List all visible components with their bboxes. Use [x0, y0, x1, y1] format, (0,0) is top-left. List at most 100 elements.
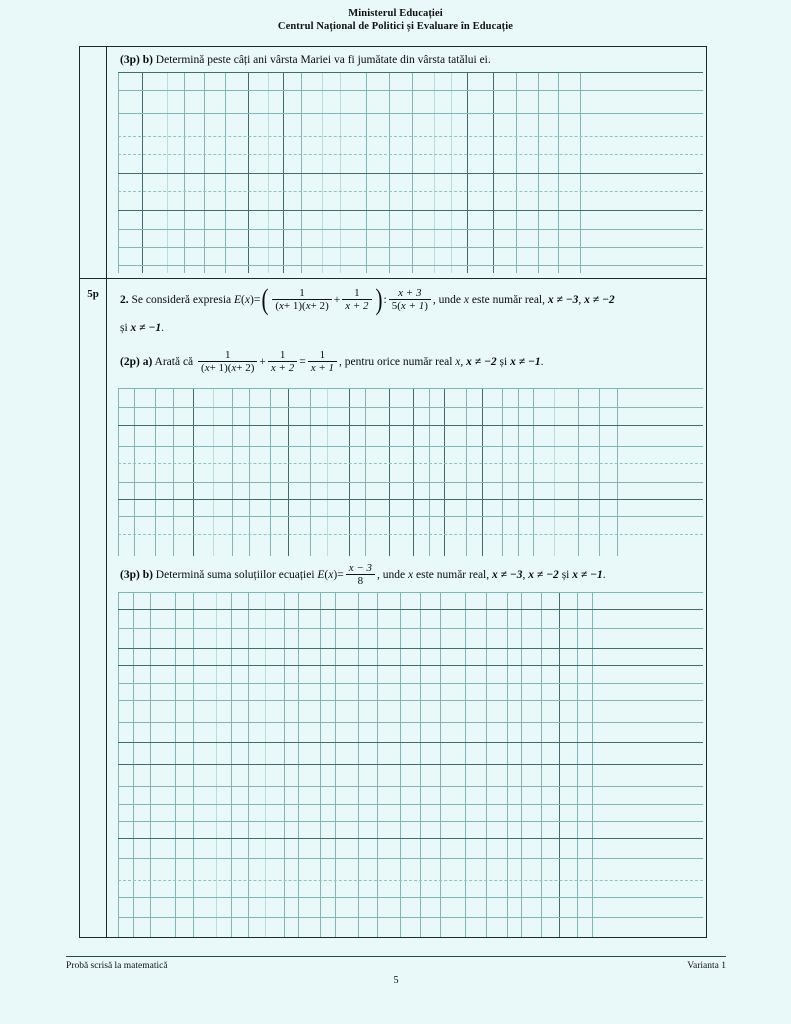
q2-frac3-den: 5(x + 1): [388, 299, 431, 312]
grid-line-horizontal: [118, 247, 703, 248]
grid-line-horizontal: [118, 499, 703, 500]
grid-line-vertical: [366, 72, 367, 273]
grid-line-vertical: [518, 388, 519, 556]
grid-line-vertical: [413, 388, 414, 556]
grid-line-vertical: [533, 388, 534, 556]
grid-line-horizontal: [118, 628, 703, 629]
q1b-points: (3p): [120, 54, 140, 66]
grid-line-horizontal: [118, 804, 703, 805]
q2-fraction-1: 1 (x+ 1)(x+ 2): [272, 287, 332, 312]
q2a-tail: , pentru orice număr real: [339, 356, 453, 369]
q2b-points: (3p): [120, 569, 140, 582]
q2-number: 2.: [120, 294, 129, 307]
q2b-letter: b): [142, 569, 153, 582]
grid-line-vertical: [412, 72, 413, 273]
q2a-points: (2p): [120, 356, 140, 369]
grid-line-vertical: [270, 388, 271, 556]
q2b-lead: Determină suma soluțiilor ecuației: [155, 569, 315, 582]
q2-cond-3: x ≠ −1: [130, 322, 162, 334]
grid-line-vertical: [288, 388, 289, 556]
points-column: 5p: [80, 47, 107, 937]
question-2-stem-line2: și x ≠ −1.: [120, 320, 164, 336]
grid-line-vertical: [310, 388, 311, 556]
header-line-center: Centrul Național de Politici și Evaluare…: [277, 20, 514, 32]
grid-line-horizontal: [118, 113, 703, 114]
grid-line-vertical: [142, 72, 143, 273]
header-line-ministry: Ministerul Educației: [348, 8, 443, 19]
grid-line-horizontal: [118, 265, 703, 266]
grid-line-vertical: [451, 72, 452, 273]
grid-line-horizontal: [118, 897, 703, 898]
q2b-tail2: este număr real,: [416, 569, 490, 582]
q2b-expr-var: x: [328, 569, 334, 582]
q2-cond-2: x ≠ −2: [584, 294, 615, 307]
grid-line-horizontal: [118, 764, 703, 765]
q2a-frac1-den: (x+ 1)(x+ 2): [198, 361, 258, 374]
grid-line-vertical: [493, 72, 494, 273]
q2a-tail-var: x: [455, 356, 461, 369]
question-2a-text: (2p) a) Arată că 1 (x+ 1)(x+ 2) +1 x + 2 = 1 x…: [120, 349, 544, 374]
q2a-lead: Arată că: [154, 356, 194, 369]
close-paren-icon: ): [375, 282, 383, 316]
grid-line-horizontal: [118, 683, 703, 684]
grid-line-horizontal: [118, 407, 703, 408]
q2-cond-1: x ≠ −3: [547, 294, 579, 307]
grid-line-vertical: [155, 388, 156, 556]
grid-line-horizontal: [118, 210, 703, 211]
grid-line-horizontal: [118, 838, 703, 839]
q2a-frac3-den: x + 1: [307, 361, 338, 374]
page-footer: Probă scrisă la matematică Varianta 1 5: [66, 956, 726, 986]
answer-grid-q2b: [118, 592, 703, 937]
q2b-tail: , unde: [377, 569, 406, 582]
q2-fraction-3: x + 3 5(x + 1): [388, 287, 431, 312]
grid-line-vertical: [340, 72, 341, 273]
question-1b-text: (3p) b) Determină peste câți ani vârsta …: [120, 52, 491, 68]
grid-line-horizontal: [118, 229, 703, 230]
grid-line-vertical: [617, 388, 618, 556]
q2b-frac-num: x − 3: [348, 562, 373, 574]
grid-line-horizontal: [118, 722, 703, 723]
q2-frac1-num: 1: [299, 287, 305, 299]
q2a-cond-1: x ≠ −2: [466, 356, 497, 369]
q2b-period: .: [602, 569, 606, 582]
q2-line2-and: și: [120, 322, 128, 334]
grid-line-horizontal: [118, 90, 703, 91]
q2-lead: Se consideră expresia: [131, 294, 232, 307]
grid-line-vertical: [249, 388, 250, 556]
content-column: (3p) b) Determină peste câți ani vârsta …: [107, 47, 706, 937]
grid-line-vertical: [538, 72, 539, 273]
grid-line-horizontal: [118, 592, 703, 593]
q2a-frac2-num: 1: [279, 349, 286, 361]
grid-line-vertical: [193, 388, 194, 556]
grid-line-horizontal: [118, 821, 703, 822]
footer-page-number: 5: [393, 975, 399, 986]
grid-line-horizontal: [118, 665, 703, 666]
exam-answer-table: 5p (3p) b) Determină peste câți ani vârs…: [79, 46, 707, 938]
grid-line-vertical: [580, 72, 581, 273]
grid-line-horizontal: [118, 648, 703, 649]
q2b-cond-1: x ≠ −3: [492, 569, 523, 582]
grid-line-vertical: [429, 388, 430, 556]
grid-line-horizontal: [118, 463, 703, 464]
q2a-cond-2: x ≠ −1: [510, 356, 541, 369]
question-2-stem: 2. Se consideră expresia E(x)=(1 (x+ 1)(x…: [120, 282, 615, 316]
question-2b-text: (3p) b) Determină suma soluțiilor ecuați…: [120, 562, 606, 587]
grid-line-horizontal: [118, 425, 703, 426]
grid-line-horizontal: [118, 388, 703, 389]
grid-line-vertical: [118, 72, 119, 273]
grid-line-horizontal: [118, 609, 703, 610]
grid-line-horizontal: [118, 173, 703, 174]
grid-line-vertical: [134, 388, 135, 556]
grid-line-vertical: [444, 388, 445, 556]
q1b-body: Determină peste câți ani vârsta Mariei v…: [155, 54, 491, 66]
q2-frac2-den: x + 2: [342, 299, 372, 312]
grid-line-vertical: [466, 388, 467, 556]
grid-line-vertical: [558, 72, 559, 273]
row-divider-q1-q2: [80, 278, 706, 279]
grid-line-horizontal: [118, 880, 703, 881]
q2a-equals: =: [299, 356, 306, 369]
q2b-equals: =: [337, 569, 344, 582]
q2a-frac3-num: 1: [319, 349, 326, 361]
